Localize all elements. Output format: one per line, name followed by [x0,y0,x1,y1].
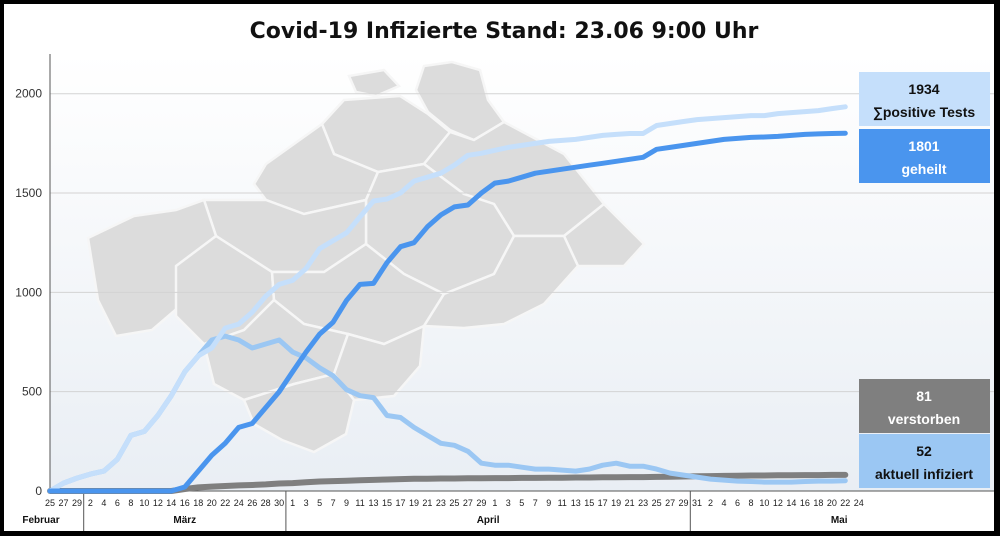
month-label: März [173,515,196,526]
x-tick-label: 24 [234,498,244,508]
y-axis: 0 500 1000 1500 2000 [15,87,42,498]
x-tick-label: 27 [58,498,68,508]
x-tick-label: 9 [344,498,349,508]
value-box-label: geheilt [901,161,946,177]
x-tick-label: 24 [854,498,864,508]
value-box-label: ∑positive Tests [873,104,976,121]
x-tick-label: 16 [180,498,190,508]
x-tick-label: 19 [409,498,419,508]
value-box-number: 1801 [908,138,939,154]
x-tick-label: 15 [382,498,392,508]
x-tick-label: 11 [355,498,364,508]
x-tick-label: 22 [840,498,850,508]
series-line-3 [47,471,849,494]
x-tick-label: 5 [519,498,524,508]
x-tick-label: 12 [153,498,163,508]
y-tick-label: 0 [35,484,42,498]
x-tick-label: 3 [304,498,309,508]
value-box-background [859,379,990,433]
x-tick-label: 16 [800,498,810,508]
x-tick-label: 1 [492,498,497,508]
x-tick-label: 7 [533,498,538,508]
x-tick-label: 26 [247,498,257,508]
x-tick-label: 6 [115,498,120,508]
x-tick-label: 6 [735,498,740,508]
x-tick-label: 14 [166,498,176,508]
x-tick-label: 27 [665,498,675,508]
y-tick-label: 2000 [15,87,42,101]
x-tick-label: 2 [88,498,93,508]
y-tick-label: 1000 [15,285,42,299]
value-box-0: 1934 ∑positive Tests [859,72,990,126]
x-tick-label: 29 [72,498,82,508]
x-tick-label: 10 [759,498,769,508]
value-box-number: 81 [916,388,932,404]
value-box-background [859,72,990,126]
x-tick-label: 21 [625,498,635,508]
x-tick-label: 3 [506,498,511,508]
x-tick-label: 25 [449,498,459,508]
x-tick-label: 2 [708,498,713,508]
x-tick-label: 20 [827,498,837,508]
value-boxes: 1934 ∑positive Tests 1801 geheilt 81 verstorb… [859,72,990,488]
x-axis: 25 27 29 2 4 6 8 10 12 14 16 18 20 22 24 26 28 30 1 3 5 7 9 11 1… [22,54,994,531]
x-tick-label: 31 [692,498,702,508]
x-tick-label: 27 [463,498,473,508]
value-box-label: verstorben [888,411,960,427]
month-label: April [477,515,500,526]
value-box-background [859,129,990,183]
value-box-label: aktuell infiziert [875,466,973,482]
y-tick-label: 500 [22,385,42,399]
x-tick-label: 8 [748,498,753,508]
series-line-1 [47,130,848,494]
gridlines [50,93,994,393]
x-tick-label: 4 [721,498,726,508]
x-tick-label: 7 [331,498,336,508]
x-tick-label: 14 [786,498,796,508]
x-tick-label: 23 [436,498,446,508]
x-tick-label: 28 [261,498,271,508]
x-tick-label: 1 [290,498,295,508]
x-tick-label: 13 [369,498,379,508]
value-box-number: 1934 [908,81,939,97]
x-tick-label: 17 [395,498,405,508]
x-tick-label: 18 [813,498,823,508]
x-tick-label: 18 [193,498,203,508]
month-label: Mai [831,515,848,526]
x-tick-label: 15 [584,498,594,508]
x-tick-label: 12 [773,498,783,508]
x-tick-label: 19 [611,498,621,508]
series-lines [47,104,849,494]
x-tick-label: 29 [476,498,486,508]
x-tick-label: 9 [546,498,551,508]
x-tick-label: 25 [45,498,55,508]
x-tick-label: 5 [317,498,322,508]
x-tick-label: 22 [220,498,230,508]
x-tick-label: 21 [422,498,432,508]
month-label: Februar [22,515,59,526]
x-tick-label: 20 [207,498,217,508]
series-line-0 [47,104,848,494]
value-box-background [859,434,990,488]
value-box-3: 52 aktuell infiziert [859,434,990,488]
x-tick-label: 11 [558,498,567,508]
y-tick-label: 1500 [15,186,42,200]
x-tick-label: 4 [101,498,106,508]
x-tick-label: 25 [652,498,662,508]
x-tick-label: 29 [679,498,689,508]
chart-title: Covid-19 Infizierte Stand: 23.06 9:00 Uh… [250,19,759,44]
x-tick-label: 8 [128,498,133,508]
value-box-2: 81 verstorben [859,379,990,433]
x-tick-label: 10 [139,498,149,508]
x-tick-label: 23 [638,498,648,508]
x-tick-label: 13 [571,498,581,508]
x-tick-label: 30 [274,498,284,508]
value-box-1: 1801 geheilt [859,129,990,183]
x-tick-label: 17 [598,498,608,508]
value-box-number: 52 [916,443,932,459]
chart-frame: 0 500 1000 1500 2000 25 27 29 2 4 6 8 10 12 14 16 18 20 2… [4,4,994,531]
